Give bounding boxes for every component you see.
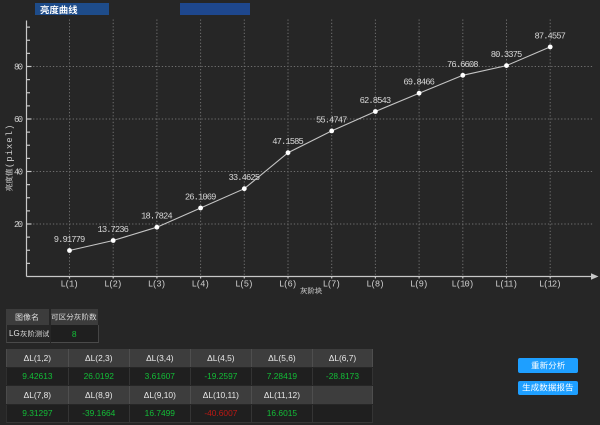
svg-text:40: 40 — [14, 168, 23, 178]
svg-text:9.91779: 9.91779 — [54, 235, 86, 245]
svg-text:69.8466: 69.8466 — [403, 78, 435, 88]
svg-text:13.7236: 13.7236 — [97, 225, 129, 235]
svg-text:18.7824: 18.7824 — [141, 212, 173, 222]
svg-text:55.4747: 55.4747 — [316, 115, 348, 125]
svg-text:62.8543: 62.8543 — [360, 96, 392, 106]
svg-text:L(1): L(1) — [61, 280, 79, 290]
svg-text:87.4557: 87.4557 — [534, 31, 566, 41]
svg-text:L(8): L(8) — [366, 280, 384, 290]
svg-text:L(12): L(12) — [539, 280, 562, 290]
svg-text:(pixel): (pixel) — [5, 125, 15, 169]
svg-text:L(5): L(5) — [235, 280, 253, 290]
svg-text:60: 60 — [14, 115, 23, 125]
svg-text:L(2): L(2) — [104, 280, 122, 290]
svg-text:L(9): L(9) — [410, 280, 428, 290]
svg-text:20: 20 — [14, 220, 23, 230]
svg-text:L(10): L(10) — [452, 280, 475, 290]
svg-text:47.1585: 47.1585 — [272, 137, 304, 147]
svg-text:L(6): L(6) — [279, 280, 297, 290]
svg-text:80.3375: 80.3375 — [491, 50, 523, 60]
svg-text:26.1069: 26.1069 — [185, 193, 217, 203]
svg-text:L(3): L(3) — [148, 280, 166, 290]
svg-text:L(4): L(4) — [192, 280, 210, 290]
svg-text:L(7): L(7) — [323, 280, 341, 290]
svg-text:76.6608: 76.6608 — [447, 60, 479, 70]
svg-text:33.4625: 33.4625 — [229, 173, 260, 183]
svg-text:L(11): L(11) — [495, 280, 518, 290]
svg-text:80: 80 — [14, 63, 23, 73]
